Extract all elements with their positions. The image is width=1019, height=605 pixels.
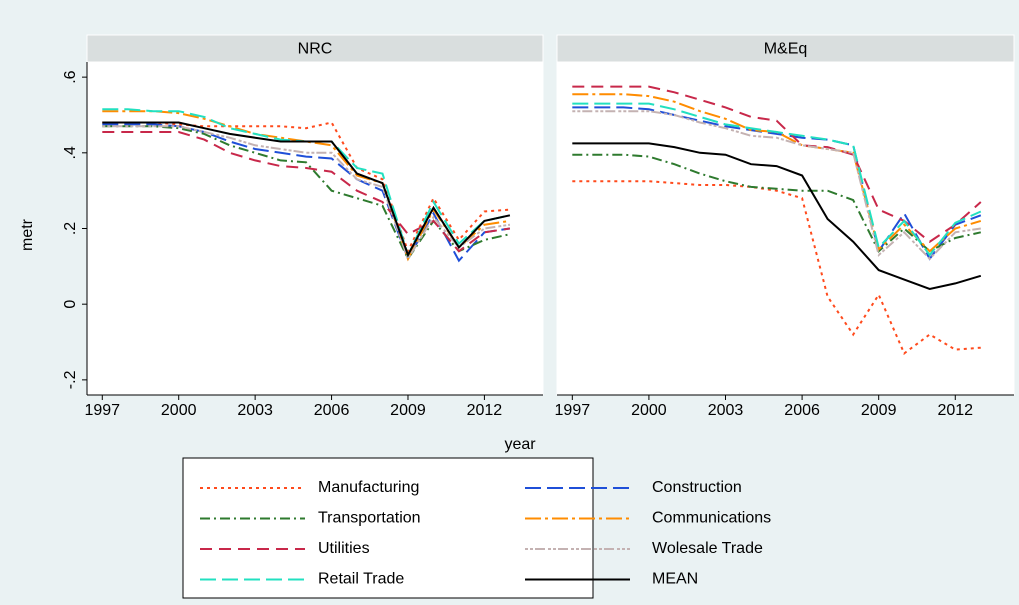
panel-header: [86, 34, 544, 63]
series-line: [102, 121, 511, 258]
x-tick-label: 2006: [314, 402, 350, 419]
x-tick-label: 2003: [708, 402, 744, 419]
series-line: [572, 106, 982, 261]
series-line: [572, 110, 981, 261]
legend-label: Retail Trade: [318, 571, 404, 588]
x-tick-label: 2012: [467, 402, 503, 419]
series-line: [572, 142, 982, 291]
x-axis-label: year: [504, 436, 536, 453]
series-line: [102, 110, 511, 262]
series-line: [102, 131, 511, 253]
x-tick-label: 2003: [237, 402, 273, 419]
x-tick-label: 2012: [937, 402, 973, 419]
series-line: [102, 123, 511, 263]
series-line: [572, 180, 981, 355]
x-tick-label: 2000: [161, 402, 197, 419]
y-tick-label: .4: [62, 146, 79, 159]
plot-area: [86, 61, 544, 396]
series-line: [572, 85, 982, 243]
panel-title: NRC: [298, 41, 333, 58]
plot-area: [556, 61, 1015, 396]
series-line: [102, 125, 511, 261]
legend-label: Utilities: [318, 540, 370, 557]
y-axis-label: metr: [19, 218, 36, 251]
y-tick-label: 0: [62, 300, 79, 309]
x-tick-label: 2006: [784, 402, 820, 419]
legend-label: Communications: [652, 510, 771, 527]
series-line: [572, 102, 982, 257]
legend-label: Transportation: [318, 510, 421, 527]
series-line: [102, 125, 511, 262]
y-tick-label: .2: [62, 222, 79, 235]
series-line: [572, 153, 982, 253]
legend-box: [182, 457, 594, 599]
panel-title: M&Eq: [764, 41, 808, 58]
legend-label: Construction: [652, 479, 742, 496]
legend-label: Manufacturing: [318, 479, 419, 496]
legend-label: Wolesale Trade: [652, 540, 763, 557]
x-tick-label: 2000: [631, 402, 667, 419]
x-tick-label: 1997: [555, 402, 591, 419]
x-tick-label: 1997: [84, 402, 120, 419]
x-tick-label: 2009: [861, 402, 897, 419]
legend-label: MEAN: [652, 571, 698, 588]
y-tick-label: -.2: [62, 370, 79, 389]
series-line: [102, 121, 510, 254]
y-tick-label: .6: [62, 70, 79, 83]
x-tick-label: 2009: [390, 402, 426, 419]
